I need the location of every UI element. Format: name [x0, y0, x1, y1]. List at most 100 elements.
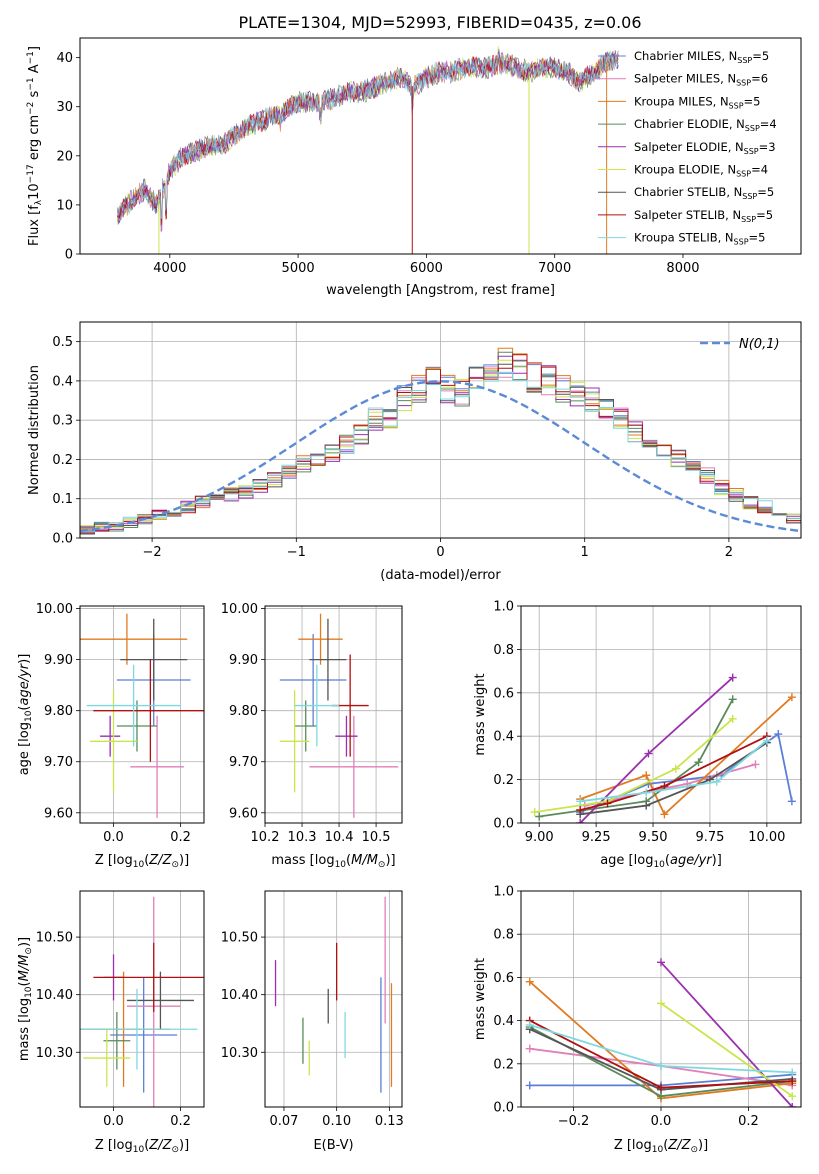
tick-label-x: 9.00 — [525, 830, 554, 845]
tick-label-y: 10.00 — [221, 602, 258, 617]
tick-label-y: 10.30 — [36, 1046, 73, 1061]
weight-line — [580, 739, 768, 803]
axes-frame — [79, 321, 802, 539]
panel-residuals: −2 −1 0 1 2 0.0 0.1 0.2 0.3 0.4 0.5 N(0,1) (data-mod… — [27, 321, 802, 583]
legend-label: Kroupa ELODIE, NSSP=4 — [634, 163, 768, 179]
weight-line — [579, 735, 768, 811]
panel-weight-vs-Z: −0.2 0.0 0.2 0.0 0.2 0.4 0.6 0.8 1.0 mass weight Z… — [473, 885, 802, 1155]
tick-label-y: 1.0 — [493, 600, 514, 615]
axis-label-y: mass weight — [473, 673, 488, 755]
panel-age-vs-Z: 0.0 0.2 9.60 9.70 9.80 9.90 10.00 Z [log10(Z/Z⊙… — [17, 602, 205, 870]
weight-marker — [788, 1068, 797, 1077]
tick-label-y: 0.4 — [493, 730, 514, 745]
tick-label-y: 9.90 — [44, 653, 73, 668]
tick-label-x: 10.5 — [362, 830, 391, 845]
tick-label-y: 9.70 — [44, 755, 73, 770]
tick-label-x: 0.0 — [103, 1114, 124, 1129]
axis-label-y: age [log10(age/yr)] — [17, 654, 34, 776]
tick-label-x: 10.2 — [251, 830, 280, 845]
tick-label-y: 0.0 — [493, 1101, 514, 1116]
spectrum-line — [117, 50, 619, 227]
weight-marker — [576, 819, 585, 823]
legend: Chabrier MILES, NSSP=5 Salpeter MILES, NS… — [598, 49, 777, 247]
tick-label-x: −0.2 — [558, 1114, 590, 1129]
weight-marker — [660, 782, 669, 791]
tick-label-x: 0.07 — [269, 1114, 298, 1129]
weight-marker — [576, 805, 585, 814]
axis-label-y: Flux [fλ10−17 erg cm−2 s−1 A−1] — [26, 46, 44, 246]
weight-lines — [530, 673, 796, 823]
spectrum-line — [116, 50, 619, 233]
weight-marker — [788, 1077, 797, 1086]
tick-label-y: 10.30 — [221, 1046, 258, 1061]
weight-marker — [728, 673, 737, 682]
tick-label-x: 9.50 — [639, 830, 668, 845]
tick-label-x: 4000 — [153, 261, 186, 276]
weight-line — [580, 741, 768, 816]
tick-label-y: 10.00 — [36, 602, 73, 617]
spectrum-line — [116, 52, 619, 225]
weight-marker — [603, 799, 612, 808]
tick-label-y: 9.80 — [44, 704, 73, 719]
legend-label: Chabrier STELIB, NSSP=5 — [634, 185, 774, 201]
weight-marker — [694, 758, 703, 767]
histogram-7 — [80, 354, 801, 534]
tick-label-y: 0.1 — [52, 492, 73, 507]
figure-title: PLATE=1304, MJD=52993, FIBERID=0435, z=0… — [238, 13, 641, 32]
weight-marker — [525, 977, 534, 986]
tick-label-x: 2 — [725, 545, 733, 560]
tick-label-y: 0.6 — [493, 686, 514, 701]
axis-label-x: mass [log10(M/M⊙)] — [271, 853, 395, 870]
weight-lines — [525, 958, 797, 1107]
panel-mass-vs-Z: 0.0 0.2 10.30 10.40 10.50 Z [log10(Z/Z⊙)] mass… — [17, 890, 205, 1155]
axis-label-x: age [log10(age/yr)] — [600, 853, 722, 870]
tick-label-x: 0.10 — [322, 1114, 351, 1129]
weight-marker — [728, 695, 737, 704]
tick-label-x: 8000 — [666, 261, 699, 276]
weight-line — [660, 961, 793, 1107]
legend-label-gaussian: N(0,1) — [739, 337, 780, 352]
chart-layer: 4000 5000 6000 7000 8000010203040wavelength … — [17, 37, 802, 1155]
tick-label-y: 10.40 — [36, 988, 73, 1003]
tick-label-x: 7000 — [538, 261, 571, 276]
tick-label-x: 9.25 — [582, 830, 611, 845]
weight-marker — [530, 808, 539, 817]
axes-frame — [79, 890, 205, 1108]
legend-label: Kroupa STELIB, NSSP=5 — [634, 231, 765, 247]
panel-age-vs-mass: 10.2 10.3 10.4 10.5 9.60 9.70 9.80 9.90 10.00 mas… — [221, 602, 403, 870]
tick-label-y: 9.60 — [229, 806, 258, 821]
histograms — [80, 347, 801, 535]
weight-marker — [657, 1061, 665, 1070]
tick-label-y: 10 — [56, 198, 73, 213]
tick-label-x: 0.2 — [170, 1114, 191, 1129]
spectrum-line — [116, 50, 619, 225]
axes-frame — [520, 890, 802, 1108]
tick-label-x: 10.3 — [288, 830, 317, 845]
weight-marker — [660, 810, 669, 819]
axes-frame — [264, 890, 403, 1108]
tick-label-x: 0.0 — [103, 830, 124, 845]
weight-marker — [762, 736, 771, 745]
axis-label-x: Z [log10(Z/Z⊙)] — [614, 1138, 708, 1155]
tick-label-y: 9.80 — [229, 704, 258, 719]
weight-line — [534, 718, 734, 813]
tick-label-y: 40 — [56, 51, 73, 66]
tick-label-y: 0.8 — [493, 928, 514, 943]
axis-label-x: Z [log10(Z/Z⊙)] — [95, 1138, 189, 1155]
spectrum-line — [116, 53, 619, 219]
tick-label-x: 0.13 — [375, 1114, 404, 1129]
tick-label-x: 0.2 — [738, 1114, 759, 1129]
tick-label-x: 9.75 — [695, 830, 724, 845]
gaussian-curve — [80, 380, 801, 533]
errorbars — [80, 613, 204, 818]
tick-label-y: 0.3 — [52, 414, 73, 429]
spectrum-line — [116, 52, 619, 220]
weight-marker — [535, 812, 544, 821]
tick-label-y: 0 — [65, 248, 73, 263]
axes-frame — [520, 605, 802, 824]
tick-label-y: 0.0 — [493, 817, 514, 832]
weight-marker — [657, 958, 665, 967]
tick-label-y: 10.40 — [221, 988, 258, 1003]
axis-label-y: mass [log10(M/M⊙)] — [17, 937, 34, 1061]
